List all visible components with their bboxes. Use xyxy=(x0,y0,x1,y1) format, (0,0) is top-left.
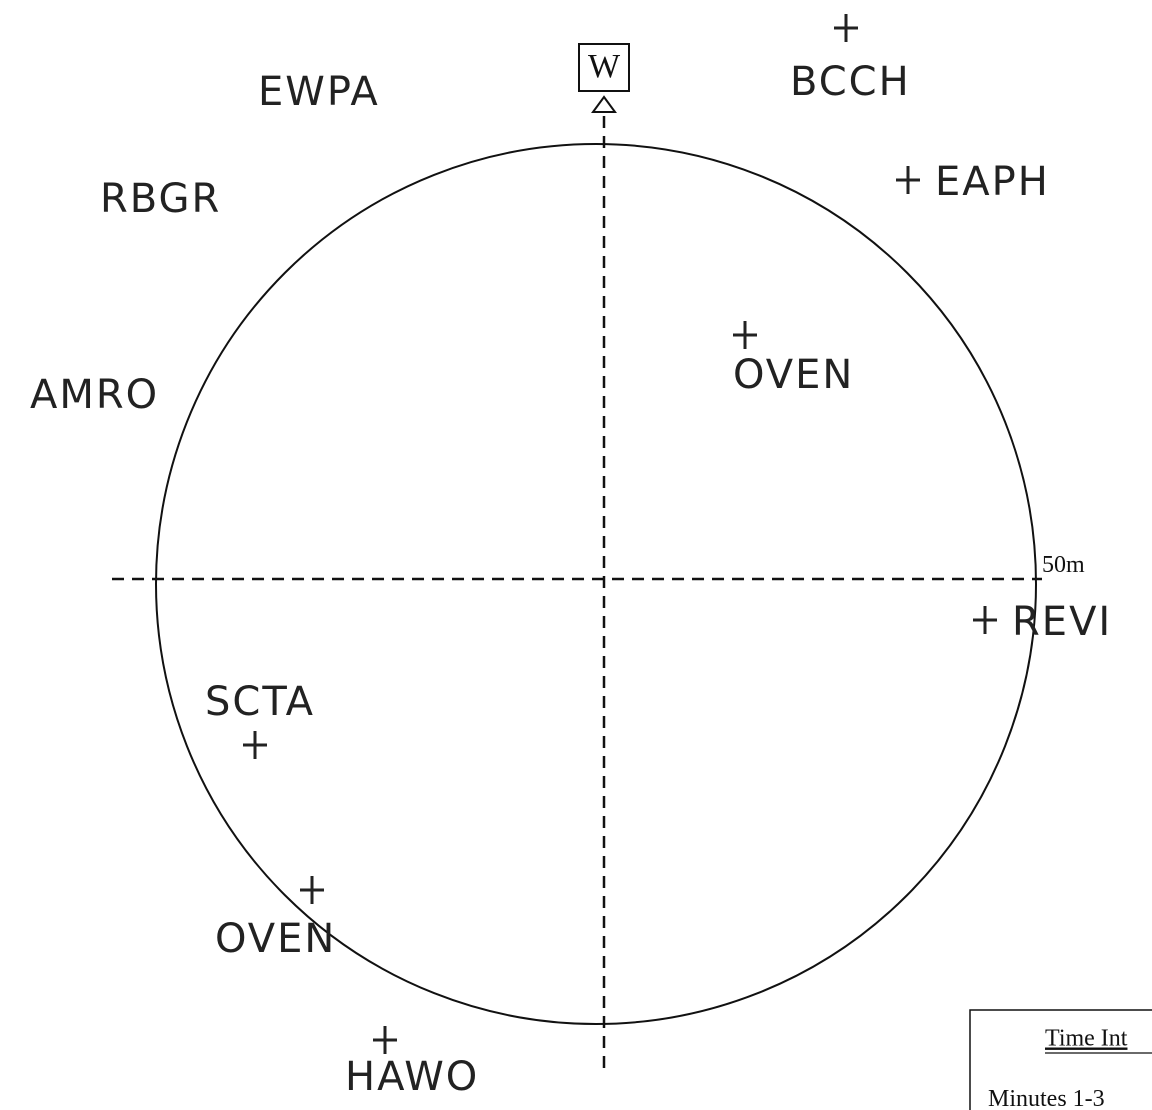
legend-row: Minutes 1-3 xyxy=(988,1086,1105,1110)
species-label: BCCH xyxy=(790,59,911,105)
scale-label: 50m xyxy=(1042,552,1085,578)
species-label: OVEN xyxy=(733,352,854,398)
species-label: OVEN xyxy=(215,916,336,962)
species-label: EWPA xyxy=(258,69,380,115)
legend-box xyxy=(969,1009,1152,1110)
species-label: SCTA xyxy=(205,679,315,725)
direction-arrow xyxy=(591,95,617,113)
legend-title: Time Int xyxy=(1045,1026,1128,1052)
species-label: AMRO xyxy=(30,372,159,418)
species-label: RBGR xyxy=(100,176,221,222)
direction-label: W xyxy=(588,48,621,85)
species-label: REVI xyxy=(1012,599,1112,645)
species-label: EAPH xyxy=(935,159,1050,205)
species-label: HAWO xyxy=(345,1054,479,1100)
count-circle xyxy=(155,143,1037,1025)
direction-box xyxy=(578,43,630,92)
